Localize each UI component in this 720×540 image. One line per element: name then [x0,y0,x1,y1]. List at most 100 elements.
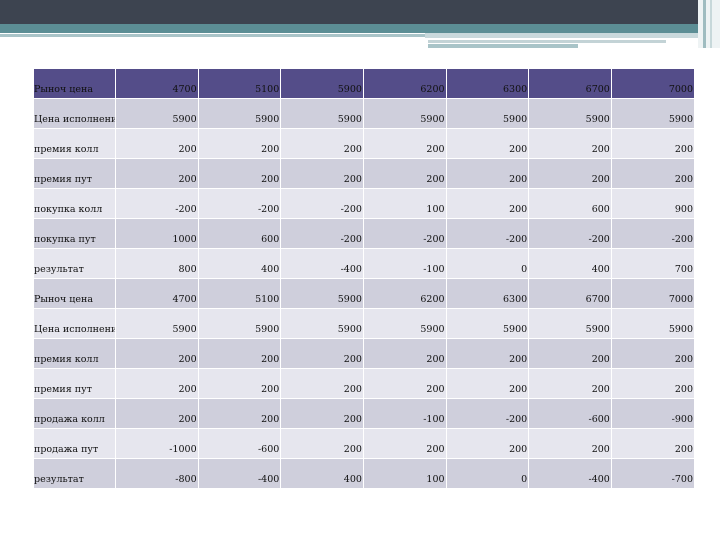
table-cell: -1000 [115,428,199,459]
table-cell: 200 [362,368,447,399]
row-label: покупка колл [33,188,116,219]
table-cell: 200 [528,338,612,369]
table-cell: 200 [528,158,612,189]
row-label: продажа пут [33,428,116,459]
table-cell: 5900 [197,308,281,339]
row-label: Рыноч цена [33,68,116,99]
table-cell: 200 [362,428,447,459]
table-cell: 200 [197,338,281,369]
table-cell: 6300 [445,278,529,309]
table-row: премия колл 200 200 200 200 200 200 200 [33,128,694,159]
table-cell: -400 [197,458,281,488]
table-cell: -900 [610,398,694,429]
table-cell: -100 [362,248,447,279]
table-row: премия колл 200 200 200 200 200 200 200 [33,338,694,369]
table-cell: 200 [362,338,447,369]
table-cell: 200 [115,368,199,399]
table-cell: 200 [445,158,529,189]
table-cell: 200 [610,428,694,459]
row-label: покупка пут [33,218,116,249]
table-cell: 5900 [280,68,364,99]
table-cell: 100 [362,458,447,488]
table-body: Рыноч цена 4700 5100 5900 6200 6300 6700 7000 Це… [33,68,694,488]
table-cell: 200 [115,158,199,189]
table-cell: 200 [362,128,447,159]
table-cell: -800 [115,458,199,488]
table-cell: 200 [280,398,364,429]
table-row: премия пут 200 200 200 200 200 200 200 [33,158,694,189]
table-cell: 6300 [445,68,529,99]
table-cell: 200 [528,428,612,459]
table-cell: 200 [610,158,694,189]
table-cell: 200 [197,398,281,429]
row-label: премия колл [33,338,116,369]
table-cell: 5900 [280,98,364,129]
row-label: Цена исполнения [33,308,116,339]
table-row: продажа колл 200 200 200 -100 -200 -600 -900 [33,398,694,429]
table-row: Цена исполнения 5900 5900 5900 5900 5900 5900 5… [33,308,694,339]
table-cell: 200 [115,338,199,369]
table-cell: 200 [197,158,281,189]
table-cell: 6700 [528,68,612,99]
table-cell: 5900 [445,98,529,129]
table-cell: 7000 [610,278,694,309]
table-cell: -200 [115,188,199,219]
table-cell: 600 [197,218,281,249]
table-cell: 400 [280,458,364,488]
table-cell: -600 [197,428,281,459]
table-cell: 700 [610,248,694,279]
table-cell: -100 [362,398,447,429]
decorative-line [428,40,666,43]
decorative-line [428,44,578,48]
table-cell: 200 [280,428,364,459]
table-cell: 200 [528,368,612,399]
table-cell: 5900 [528,98,612,129]
row-label: Рыноч цена [33,278,116,309]
table-cell: 200 [445,368,529,399]
table-cell: 800 [115,248,199,279]
decorative-line [0,34,425,37]
table-cell: -200 [280,188,364,219]
table-cell: 5900 [528,308,612,339]
table-cell: 6200 [362,68,447,99]
table-cell: 200 [362,158,447,189]
table-cell: 400 [528,248,612,279]
row-label: результат [33,458,116,488]
table-row: Цена исполнения 5900 5900 5900 5900 5900 5900 5… [33,98,694,129]
table-cell: 200 [528,128,612,159]
table-cell: 200 [610,128,694,159]
table-cell: 5900 [362,308,447,339]
row-label: Цена исполнения [33,98,116,129]
table-cell: -200 [362,218,447,249]
table-cell: 200 [445,188,529,219]
table-cell: -600 [528,398,612,429]
table-cell: 600 [528,188,612,219]
table-cell: 0 [445,458,529,488]
table-cell: 5100 [197,278,281,309]
table-row: Рыноч цена 4700 5100 5900 6200 6300 6700 7000 [33,68,694,99]
table-cell: -200 [280,218,364,249]
table-row: результат 800 400 -400 -100 0 400 700 [33,248,694,279]
table-cell: 200 [445,428,529,459]
table-cell: 6700 [528,278,612,309]
table-cell: 5900 [197,98,281,129]
table-cell: 200 [197,128,281,159]
slide-corner-decoration [698,0,720,48]
table-cell: 5900 [362,98,447,129]
table-cell: -200 [528,218,612,249]
table-cell: -200 [445,218,529,249]
table-cell: 5900 [280,308,364,339]
table-cell: 6200 [362,278,447,309]
table-cell: 5900 [280,278,364,309]
row-label: продажа колл [33,398,116,429]
table-cell: 200 [280,128,364,159]
row-label: премия пут [33,368,116,399]
table-cell: 200 [610,338,694,369]
row-label: результат [33,248,116,279]
table-cell: -200 [445,398,529,429]
table-cell: 200 [115,398,199,429]
table-cell: -200 [610,218,694,249]
decorative-line [703,0,706,48]
table-cell: 5900 [610,98,694,129]
table-row: результат -800 -400 400 100 0 -400 -700 [33,458,694,488]
